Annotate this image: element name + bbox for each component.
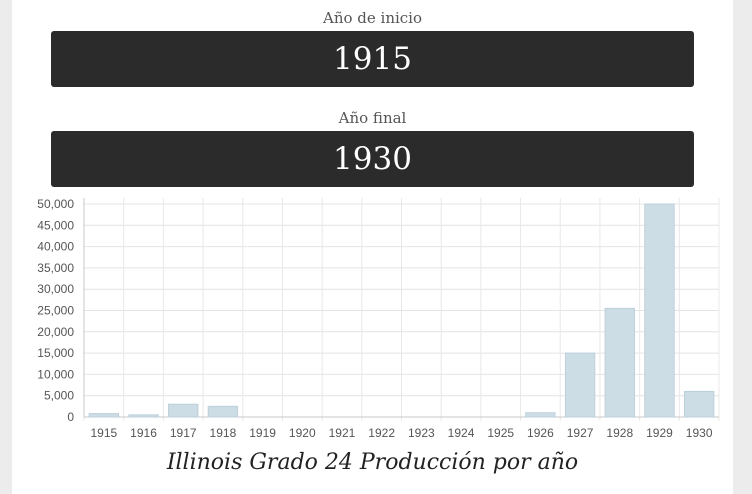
x-tick-label: 1924 (448, 426, 475, 440)
x-tick-label: 1925 (487, 426, 514, 440)
x-tick-label: 1917 (170, 426, 197, 440)
bar-1915 (88, 413, 120, 418)
y-tick-label: 40,000 (37, 240, 74, 254)
start-year-field[interactable]: 1915 (51, 31, 694, 87)
x-tick-label: 1915 (90, 426, 117, 440)
y-tick-label: 35,000 (37, 261, 74, 275)
x-tick-label: 1919 (249, 426, 276, 440)
x-tick-label: 1922 (368, 426, 395, 440)
x-tick-label: 1916 (130, 426, 157, 440)
chart-title: Illinois Grado 24 Producción por año (166, 450, 579, 475)
bar-1916 (128, 414, 159, 418)
bar-1928 (604, 307, 635, 418)
y-tick-label: 5,000 (44, 389, 74, 403)
bar-1929 (644, 203, 675, 418)
x-tick-label: 1918 (210, 426, 237, 440)
x-tick-label: 1921 (329, 426, 356, 440)
end-year-label: Año final (338, 109, 407, 127)
production-bar-chart: 0 5,000 10,000 15,000 20,000 25,000 30,000 35,0… (37, 197, 720, 440)
y-tick-label: 0 (67, 410, 74, 424)
start-year-label: Año de inicio (322, 9, 423, 27)
y-tick-label: 10,000 (37, 367, 74, 381)
bar-1918 (207, 405, 239, 418)
bar-1930 (683, 390, 715, 418)
y-tick-label: 25,000 (37, 304, 74, 318)
x-tick-label: 1929 (646, 426, 673, 440)
x-tick-label: 1920 (289, 426, 316, 440)
bar-1927 (564, 352, 596, 418)
x-tick-label: 1928 (606, 426, 633, 440)
y-tick-label: 50,000 (37, 197, 74, 211)
content-card: Año de inicio 1915 Año final 1930 0 5,000… (12, 0, 733, 494)
x-tick-label: 1930 (686, 426, 713, 440)
bar-1917 (168, 403, 199, 418)
y-tick-label: 15,000 (37, 346, 74, 360)
y-tick-label: 20,000 (37, 325, 74, 339)
x-tick-label: 1923 (408, 426, 435, 440)
x-tick-label: 1927 (567, 426, 594, 440)
bar-1926 (525, 412, 556, 418)
y-tick-label: 30,000 (37, 282, 74, 296)
x-tick-label: 1926 (527, 426, 554, 440)
y-tick-label: 45,000 (37, 218, 74, 232)
end-year-field[interactable]: 1930 (51, 131, 694, 187)
